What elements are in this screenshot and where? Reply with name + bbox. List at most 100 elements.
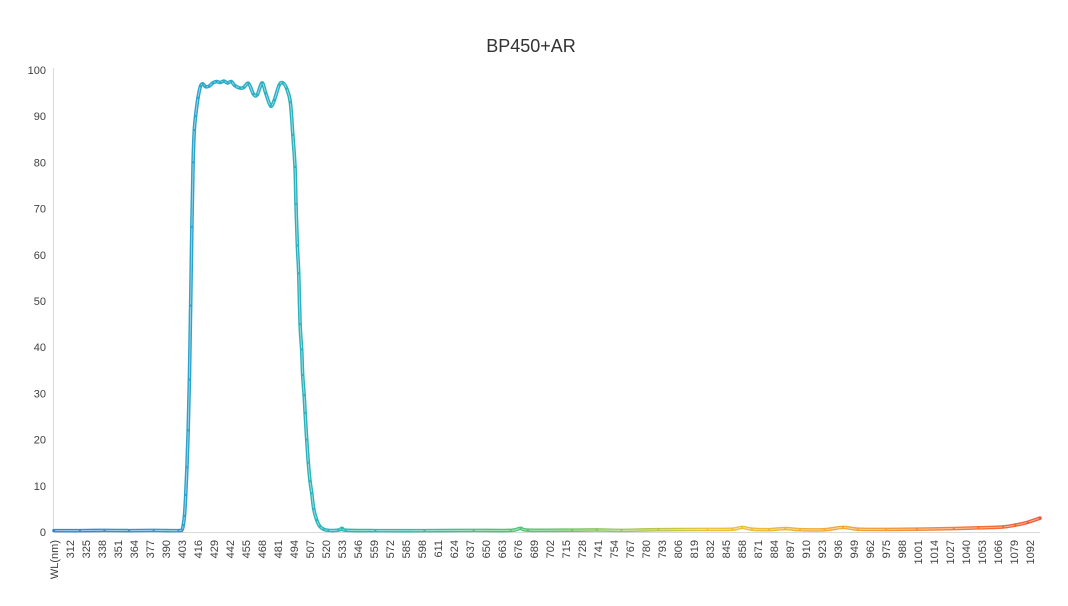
y-tick-label: 10: [34, 481, 46, 493]
y-tick-label: 80: [34, 157, 46, 169]
data-point: [300, 348, 303, 351]
data-point: [731, 528, 734, 531]
data-point: [620, 529, 623, 532]
data-point: [247, 82, 250, 85]
data-point: [103, 529, 106, 532]
x-tick-label: 1001: [913, 540, 925, 564]
data-point: [305, 438, 308, 441]
data-point: [193, 128, 196, 132]
data-point: [509, 529, 512, 532]
series-line-highlight: [53, 80, 1041, 532]
data-point: [189, 304, 192, 307]
x-tick-label: 871: [753, 540, 765, 558]
data-point: [308, 480, 312, 483]
x-tick-label: 780: [641, 540, 653, 558]
data-point: [307, 461, 310, 464]
x-tick-label: 325: [81, 540, 93, 558]
data-point: [741, 526, 744, 529]
data-point: [303, 394, 306, 397]
data-point: [856, 528, 859, 531]
x-tick-label: 702: [545, 540, 557, 558]
data-point: [291, 133, 294, 136]
x-tick-label: 923: [817, 540, 829, 558]
data-point: [191, 161, 195, 164]
data-point: [252, 92, 255, 96]
x-axis-ticks: WL(nm) 312 325 338 351 364 377 390 403 416 429 442 4…: [49, 540, 1037, 579]
data-point: [233, 84, 237, 87]
x-tick-label: 1066: [993, 540, 1005, 564]
data-point: [184, 493, 187, 497]
data-point: [322, 528, 325, 531]
x-tick-label: 637: [465, 540, 477, 558]
y-tick-label: 20: [34, 435, 46, 447]
data-point: [1014, 523, 1017, 527]
data-point: [242, 86, 245, 89]
x-tick-label: 338: [97, 540, 109, 558]
data-point: [222, 79, 225, 83]
data-point: [472, 529, 475, 532]
data-point: [269, 104, 272, 108]
data-point: [285, 87, 288, 90]
data-point: [199, 85, 202, 88]
data-point: [841, 526, 845, 529]
data-point: [208, 85, 211, 88]
data-point: [519, 527, 522, 530]
x-tick-label: 611: [433, 540, 445, 558]
data-point: [188, 378, 191, 381]
data-point: [1026, 521, 1029, 524]
data-point: [52, 529, 56, 532]
x-tick-label: 520: [321, 540, 333, 558]
data-point: [750, 528, 754, 531]
x-tick-label: 442: [225, 540, 237, 558]
data-point: [260, 81, 264, 85]
data-point: [298, 323, 302, 326]
data-point: [190, 225, 193, 229]
data-point: [915, 528, 919, 531]
y-tick-label: 70: [34, 204, 46, 216]
x-tick-label: 429: [209, 540, 221, 558]
transmission-series: [52, 79, 1042, 533]
data-point: [526, 529, 530, 532]
x-tick-label: 676: [513, 540, 525, 558]
data-point: [344, 529, 347, 532]
data-point: [273, 98, 276, 102]
data-point: [264, 92, 267, 95]
x-tick-label: 663: [497, 540, 509, 558]
data-point: [238, 86, 241, 90]
data-point: [211, 81, 214, 85]
x-tick-label: 312: [65, 540, 77, 558]
x-tick-label: 416: [193, 540, 205, 558]
data-point: [78, 529, 81, 532]
x-tick-label: 988: [897, 540, 909, 558]
x-tick-label: 897: [785, 540, 797, 558]
x-tick-label: 689: [529, 540, 541, 558]
x-tick-label: 481: [273, 540, 285, 558]
x-tick-label: 832: [705, 540, 717, 558]
x-tick-label: 884: [769, 540, 781, 558]
x-tick-label: 1040: [961, 540, 973, 564]
data-point: [278, 83, 281, 86]
x-tick-label: 910: [801, 540, 813, 558]
data-point: [152, 529, 155, 532]
x-tick-label: 546: [353, 540, 365, 558]
data-point: [327, 529, 330, 532]
data-point: [977, 526, 980, 529]
x-tick-label: 364: [129, 540, 141, 558]
data-point: [196, 96, 200, 99]
y-tick-label: 60: [34, 250, 46, 262]
y-tick-label: 90: [34, 111, 46, 123]
x-tick-label: 377: [145, 540, 157, 558]
x-tick-label: 1079: [1009, 540, 1021, 564]
data-point: [183, 514, 186, 517]
data-point: [215, 80, 218, 83]
data-point: [296, 244, 299, 247]
data-point: [952, 527, 955, 530]
data-point: [706, 528, 709, 531]
data-point: [768, 528, 771, 531]
data-point: [230, 80, 233, 83]
x-tick-label: 806: [673, 540, 685, 558]
data-point: [201, 82, 205, 85]
data-point: [312, 507, 315, 510]
x-tick-label: 1092: [1025, 540, 1037, 564]
data-point: [297, 272, 300, 275]
